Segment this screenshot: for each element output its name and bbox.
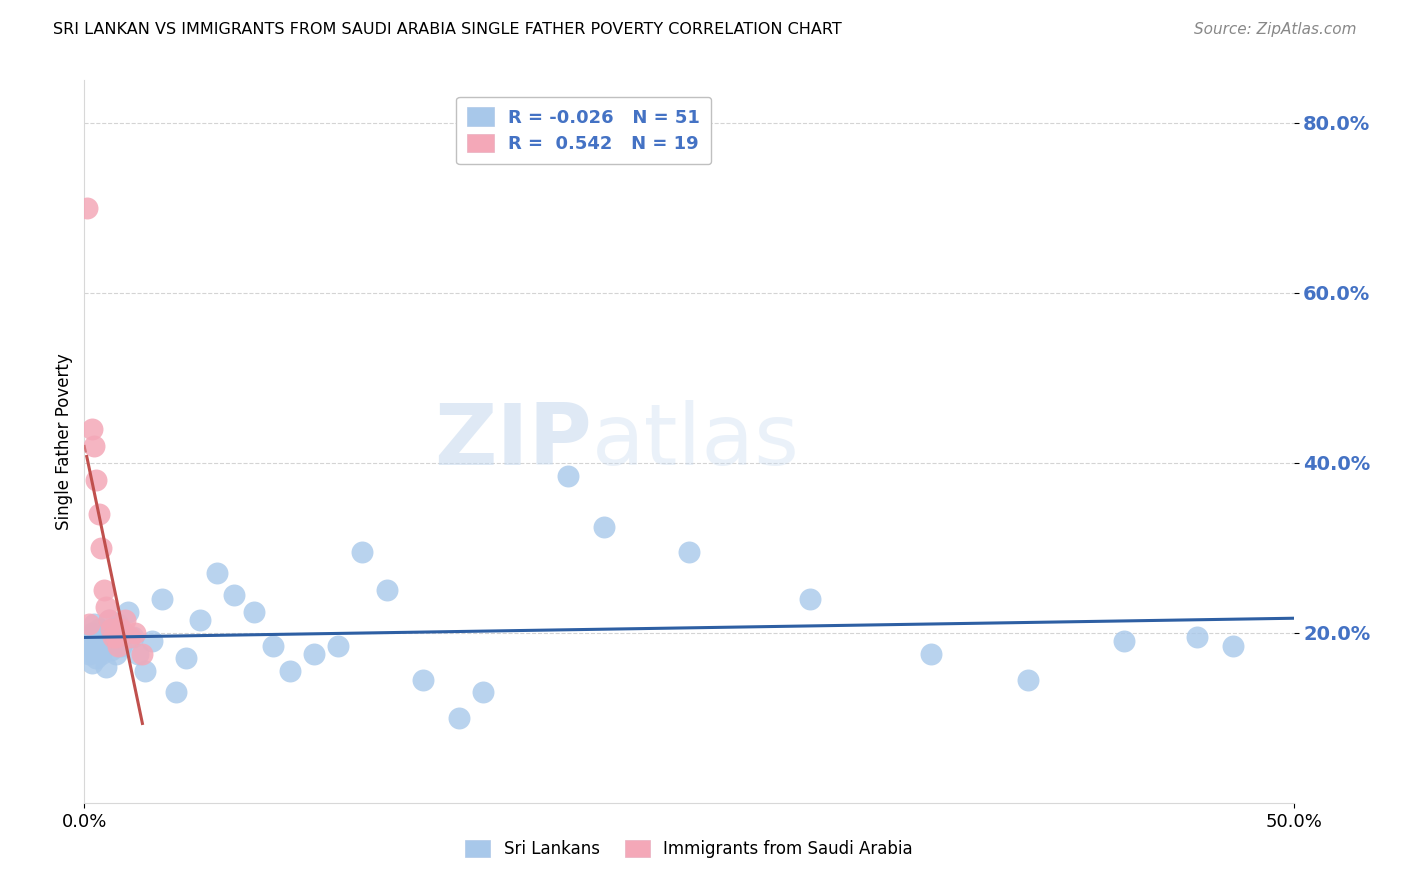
Point bbox=[799, 591, 821, 606]
Point bbox=[174, 651, 197, 665]
Text: ZIP: ZIP bbox=[434, 400, 592, 483]
Point bbox=[80, 625, 103, 640]
Point bbox=[76, 630, 98, 644]
Point bbox=[127, 647, 149, 661]
Point bbox=[87, 507, 110, 521]
Point bbox=[114, 613, 136, 627]
Point bbox=[110, 622, 132, 636]
Y-axis label: Single Father Poverty: Single Father Poverty bbox=[55, 353, 73, 530]
Point bbox=[224, 588, 246, 602]
Point bbox=[352, 545, 374, 559]
Point bbox=[83, 617, 105, 632]
Point bbox=[86, 473, 108, 487]
Point bbox=[94, 600, 117, 615]
Point bbox=[97, 613, 120, 627]
Point bbox=[104, 647, 127, 661]
Point bbox=[87, 622, 110, 636]
Point bbox=[97, 630, 120, 644]
Point bbox=[121, 630, 143, 644]
Point bbox=[90, 541, 112, 555]
Point bbox=[94, 660, 117, 674]
Point bbox=[83, 642, 105, 657]
Point bbox=[412, 673, 434, 687]
Text: atlas: atlas bbox=[592, 400, 800, 483]
Point bbox=[920, 647, 942, 661]
Point bbox=[1017, 673, 1039, 687]
Point bbox=[593, 519, 616, 533]
Point bbox=[104, 630, 127, 644]
Point bbox=[302, 647, 325, 661]
Point bbox=[1222, 639, 1244, 653]
Legend: Sri Lankans, Immigrants from Saudi Arabia: Sri Lankans, Immigrants from Saudi Arabi… bbox=[457, 832, 921, 867]
Point bbox=[120, 630, 142, 644]
Point bbox=[83, 439, 105, 453]
Point bbox=[242, 605, 264, 619]
Point bbox=[141, 634, 163, 648]
Point bbox=[76, 201, 98, 215]
Point bbox=[278, 664, 301, 678]
Point bbox=[190, 613, 212, 627]
Text: Source: ZipAtlas.com: Source: ZipAtlas.com bbox=[1194, 22, 1357, 37]
Point bbox=[110, 639, 132, 653]
Point bbox=[472, 685, 495, 699]
Text: SRI LANKAN VS IMMIGRANTS FROM SAUDI ARABIA SINGLE FATHER POVERTY CORRELATION CHA: SRI LANKAN VS IMMIGRANTS FROM SAUDI ARAB… bbox=[53, 22, 842, 37]
Point bbox=[207, 566, 229, 581]
Point bbox=[150, 591, 173, 606]
Point bbox=[93, 583, 115, 598]
Point bbox=[375, 583, 398, 598]
Point bbox=[80, 656, 103, 670]
Point bbox=[97, 613, 120, 627]
Point bbox=[100, 642, 122, 657]
Point bbox=[90, 647, 112, 661]
Point bbox=[165, 685, 187, 699]
Point bbox=[1185, 630, 1208, 644]
Point bbox=[557, 468, 579, 483]
Point bbox=[262, 639, 284, 653]
Point bbox=[77, 647, 100, 661]
Point bbox=[117, 605, 139, 619]
Point bbox=[87, 630, 110, 644]
Point bbox=[107, 639, 129, 653]
Point bbox=[1114, 634, 1136, 648]
Point bbox=[100, 622, 122, 636]
Point bbox=[131, 647, 153, 661]
Point bbox=[124, 625, 146, 640]
Point bbox=[77, 617, 100, 632]
Point bbox=[80, 422, 103, 436]
Point bbox=[134, 664, 156, 678]
Point bbox=[678, 545, 700, 559]
Point bbox=[328, 639, 350, 653]
Point bbox=[86, 634, 108, 648]
Point bbox=[93, 639, 115, 653]
Point bbox=[103, 630, 125, 644]
Point bbox=[86, 651, 108, 665]
Point bbox=[77, 639, 100, 653]
Point bbox=[103, 630, 125, 644]
Point bbox=[449, 711, 471, 725]
Point bbox=[107, 617, 129, 632]
